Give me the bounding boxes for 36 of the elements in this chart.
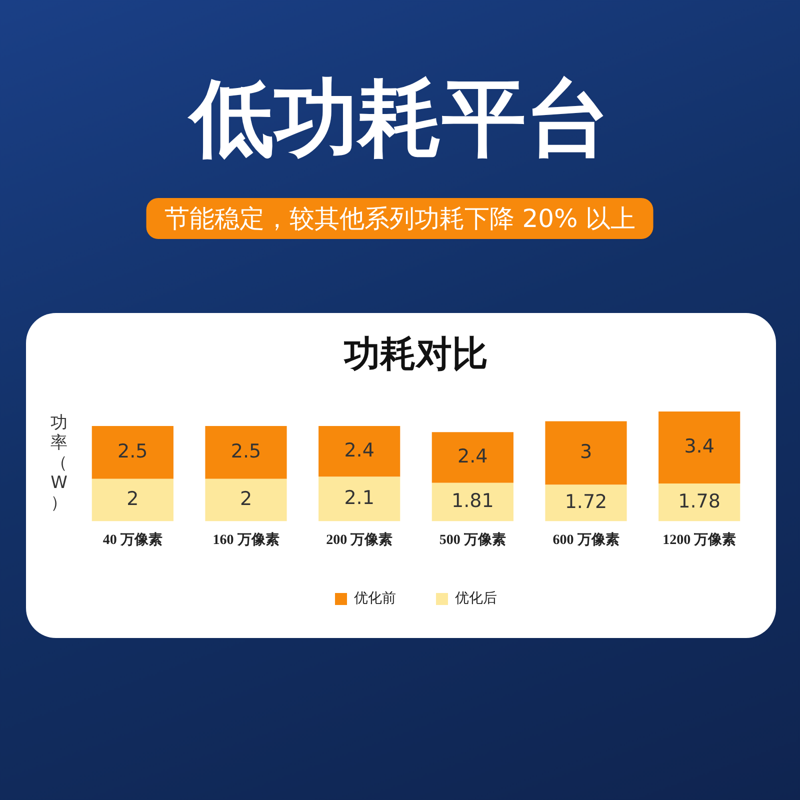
x-tick-label: 200 万像素 — [326, 532, 393, 548]
legend-label: 优化前 — [354, 590, 396, 607]
data-label: 2.5 — [230, 440, 262, 462]
bar — [432, 432, 514, 483]
data-label: 2.1 — [344, 486, 374, 509]
chart-title: 低功耗平台 — [186, 68, 611, 169]
chart-subtitle: 节能稳定，较其他系列功耗下降 20% 以上 — [146, 198, 654, 239]
bar — [658, 484, 740, 522]
bar — [318, 426, 400, 477]
x-tick-label: 160 万像素 — [212, 532, 280, 548]
data-label: 2 — [126, 488, 139, 510]
text: 功耗对比 — [343, 334, 488, 375]
data-label: 3.4 — [684, 435, 714, 458]
bar — [432, 482, 514, 522]
data-label: 1.78 — [678, 490, 720, 512]
data-label: 2.5 — [118, 440, 148, 462]
bar — [205, 426, 287, 479]
bar — [205, 478, 287, 522]
bar — [92, 426, 174, 479]
bar — [318, 476, 400, 522]
data-label: 2.4 — [458, 445, 488, 468]
y-axis-title: 功率（W） — [50, 413, 68, 513]
bar — [92, 478, 174, 522]
bar — [545, 421, 627, 485]
x-tick-label: 1200 万像素 — [662, 532, 736, 548]
x-tick-label: 500 万像素 — [439, 532, 506, 548]
bar — [658, 412, 740, 484]
data-label: 1.72 — [564, 490, 608, 513]
x-tick-label: 40 万像素 — [102, 532, 162, 548]
bar — [545, 484, 627, 522]
legend-label: 优化后 — [455, 590, 497, 607]
data-label: 3 — [580, 440, 592, 463]
data-label: 2.4 — [344, 439, 374, 462]
data-label: 2 — [240, 488, 252, 510]
x-tick-label: 600 万像素 — [552, 532, 620, 548]
data-label: 1.81 — [452, 490, 494, 512]
